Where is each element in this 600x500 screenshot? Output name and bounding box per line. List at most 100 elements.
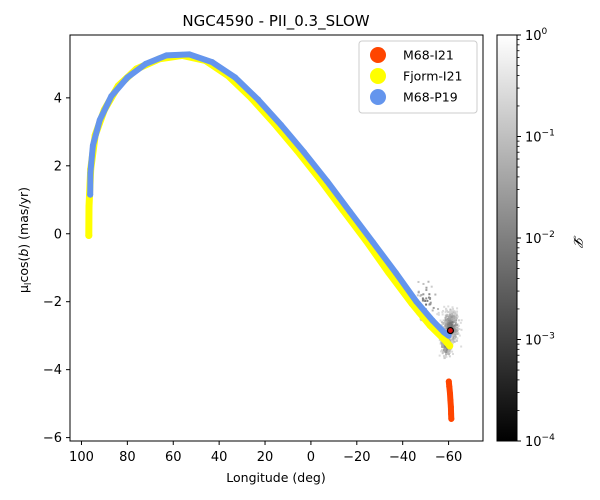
density-point <box>441 311 444 314</box>
plot-area <box>69 34 484 442</box>
density-point <box>442 326 445 329</box>
density-point <box>437 313 440 316</box>
density-point <box>440 350 443 353</box>
series-2-point <box>96 116 103 123</box>
density-point <box>442 322 445 325</box>
density-point <box>452 336 455 339</box>
legend-marker-1 <box>370 68 386 84</box>
series-2-point <box>440 329 447 336</box>
density-point <box>447 348 450 351</box>
series-1-point <box>446 342 454 350</box>
density-point <box>436 313 439 316</box>
density-point <box>448 338 451 341</box>
y-tick-label: 2 <box>54 159 62 174</box>
density-point <box>456 310 459 313</box>
density-point <box>455 312 458 315</box>
density-point <box>457 319 460 322</box>
density-point <box>421 299 424 302</box>
density-point <box>445 351 448 354</box>
density-point <box>453 314 456 317</box>
density-point <box>447 323 450 326</box>
density-point <box>451 312 454 315</box>
density-point <box>447 311 450 314</box>
marker-layer <box>446 326 455 335</box>
density-point <box>446 351 449 354</box>
density-point <box>446 352 449 355</box>
density-point <box>451 323 454 326</box>
density-point <box>457 332 460 335</box>
density-point <box>437 308 440 311</box>
series-2-point <box>445 332 452 339</box>
legend: M68-I21 Fjorm-I21 M68-P19 <box>358 40 478 114</box>
y-tick-label: −6 <box>43 431 62 446</box>
density-point <box>445 349 448 352</box>
colorbar-label: 𝓛 <box>571 235 586 248</box>
series-2-point <box>278 122 285 129</box>
density-point <box>455 329 458 332</box>
density-point <box>429 297 432 300</box>
density-point <box>443 325 446 328</box>
y-tick-label: −4 <box>43 363 62 378</box>
series-1-point <box>85 231 93 239</box>
density-point <box>452 332 455 335</box>
series-0-point <box>448 415 455 422</box>
series-2-point <box>255 96 262 103</box>
density-point <box>447 326 450 329</box>
series-0-point <box>446 390 453 397</box>
density-point <box>417 291 420 294</box>
series-1-point <box>85 203 93 211</box>
density-point <box>458 328 461 331</box>
density-point <box>441 352 444 355</box>
series-2-point <box>413 298 420 305</box>
density-point <box>423 299 426 302</box>
y-tick-label: −2 <box>43 295 62 310</box>
y-axis-label: μlcos(b) (mas/yr) <box>16 187 34 293</box>
x-tick-label: 60 <box>165 450 182 465</box>
density-point <box>430 285 433 288</box>
density-point <box>448 324 451 327</box>
x-tick-label: 0 <box>307 450 315 465</box>
series-2-point <box>346 208 353 215</box>
density-point <box>453 337 456 340</box>
density-point <box>440 321 443 324</box>
x-tick-label: 40 <box>211 450 228 465</box>
density-point <box>446 313 449 316</box>
series-layer <box>85 51 455 422</box>
density-point <box>444 346 447 349</box>
density-point <box>444 316 447 319</box>
density-point <box>447 350 450 353</box>
density-point <box>449 322 452 325</box>
density-point <box>445 325 448 328</box>
density-point <box>441 345 444 348</box>
density-point <box>444 311 447 314</box>
density-point <box>431 309 434 312</box>
density-point <box>451 306 454 309</box>
density-point <box>446 327 449 330</box>
density-point <box>455 333 458 336</box>
y-tick-label: 0 <box>54 227 62 242</box>
density-point <box>451 340 454 343</box>
density-point <box>429 301 432 304</box>
legend-label-2: M68-P19 <box>403 90 458 105</box>
density-point <box>428 296 431 299</box>
x-axis-label: Longitude (deg) <box>226 470 325 485</box>
x-tick-label: −40 <box>389 450 416 465</box>
density-point <box>456 337 459 340</box>
density-point <box>459 321 462 324</box>
colorbar-tick-label: 10−3 <box>525 332 555 349</box>
density-point <box>445 324 448 327</box>
series-2-point <box>232 74 239 81</box>
series-2-point <box>87 191 94 198</box>
density-point <box>447 315 450 318</box>
density-point <box>446 347 449 350</box>
density-point <box>456 307 459 310</box>
density-point <box>426 299 429 302</box>
progenitor-marker <box>446 326 455 335</box>
density-point <box>452 316 455 319</box>
density-point <box>425 297 428 300</box>
density-point <box>454 312 457 315</box>
density-point <box>444 355 447 358</box>
density-point <box>453 321 456 324</box>
density-point <box>460 345 463 348</box>
density-point <box>454 325 457 328</box>
